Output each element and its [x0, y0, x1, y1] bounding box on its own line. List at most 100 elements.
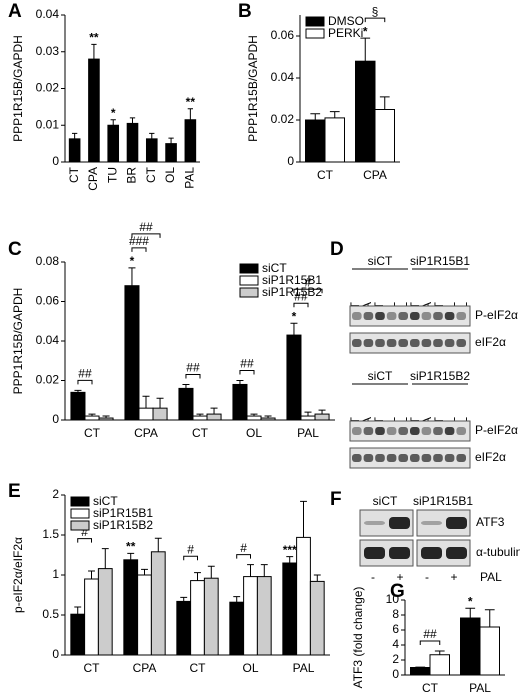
error-bar [101, 548, 109, 569]
blot-band [421, 547, 442, 559]
legend-label: siCT [93, 494, 118, 508]
bracket [131, 247, 147, 252]
error-bar [168, 137, 174, 144]
bracket-label: ## [294, 289, 308, 303]
bar [70, 391, 86, 421]
treatment-sign: + [450, 570, 457, 584]
blot-band [386, 427, 397, 435]
legend-label: siP1R15B2 [93, 518, 153, 532]
bar [355, 60, 376, 163]
group-title: siCT [373, 494, 398, 508]
bar [229, 601, 245, 656]
x-tick-label: CT [317, 168, 334, 182]
bar [184, 119, 197, 163]
y-tick-label: 0.04 [271, 70, 295, 84]
group-title: siP1R15B1 [413, 494, 473, 508]
blot-band [410, 312, 420, 320]
significance: ** [186, 95, 196, 109]
bar [137, 574, 152, 656]
treatment-label: PAL [480, 570, 502, 584]
bar [410, 667, 431, 676]
bar [300, 415, 316, 421]
y-tick-label: 0.06 [271, 28, 295, 42]
error-bar [264, 415, 272, 419]
significance: ** [126, 540, 136, 554]
bar [314, 413, 330, 421]
panel-label: F [330, 489, 342, 510]
error-bar [329, 111, 340, 118]
blot-band [363, 312, 374, 320]
y-tick-label: 0.06 [36, 294, 60, 308]
y-tick-label: 2 [52, 487, 59, 501]
blot-band [398, 454, 408, 462]
bar [138, 407, 154, 421]
blot-band [389, 517, 410, 529]
blot-band [433, 339, 443, 347]
blot-band [363, 427, 374, 435]
treatment-sign: - [371, 570, 375, 584]
bar [84, 578, 99, 656]
error-bar [182, 383, 190, 389]
bar [68, 138, 81, 163]
panel-label: E [8, 481, 21, 502]
blot-band [386, 454, 397, 462]
error-bar [141, 568, 148, 575]
y-tick-label: 6 [392, 622, 399, 636]
row-label: ATF3 [476, 515, 505, 529]
bar [97, 568, 113, 656]
blot-band [375, 339, 385, 347]
x-tick-label: CT [192, 426, 209, 440]
significance: * [111, 106, 116, 120]
y-tick-label: 2 [392, 652, 399, 666]
row-label: P-eIF2α [475, 308, 518, 322]
error-bar [290, 322, 298, 336]
row-label: P-eIF2α [475, 423, 518, 437]
error-bar [310, 113, 321, 120]
legend-label: DMSO [328, 14, 364, 28]
bracket [364, 17, 386, 23]
error-bar [247, 564, 254, 577]
y-tick-label: 1 [52, 567, 59, 581]
error-bar [379, 96, 390, 110]
blot-band [386, 339, 397, 347]
bar [98, 417, 114, 421]
bar [246, 415, 262, 421]
bracket-label: ## [423, 627, 437, 641]
y-tick-label: 0.02 [271, 112, 295, 126]
y-tick-label: 0 [52, 647, 59, 661]
x-tick-label: CT [67, 166, 81, 183]
y-tick-label: 0.02 [36, 81, 60, 95]
bracket-label: ## [78, 367, 92, 381]
error-bar [74, 389, 82, 393]
bar [126, 122, 139, 163]
y-tick-label: 0.01 [36, 117, 60, 131]
y-axis-title: PPP1R15B/GAPDH [11, 35, 25, 142]
x-tick-label: OL [242, 661, 258, 675]
blot-band [446, 517, 467, 529]
bar [305, 119, 326, 163]
error-bar [128, 267, 136, 286]
bar [70, 613, 86, 656]
bracket-label: # [187, 542, 194, 556]
x-tick-label: CPA [363, 168, 387, 182]
y-tick-label: 0.5 [42, 607, 59, 621]
x-tick-label: TU [105, 167, 119, 183]
bracket [185, 373, 201, 379]
legend-swatch [239, 263, 259, 274]
bar [309, 580, 325, 656]
bracket-label: # [81, 525, 88, 539]
significance: *** [283, 543, 297, 557]
bracket [293, 302, 309, 308]
error-bar [194, 572, 201, 581]
blot-band [386, 312, 397, 320]
blot-band [398, 339, 408, 347]
x-tick-label: OL [246, 426, 262, 440]
error-bar [91, 43, 97, 60]
error-bar [465, 607, 476, 618]
blot-band [352, 312, 362, 320]
significance: ** [89, 31, 99, 45]
x-tick-label: BR [125, 167, 139, 184]
blot-band [410, 427, 420, 435]
x-tick-label: PAL [297, 426, 319, 440]
